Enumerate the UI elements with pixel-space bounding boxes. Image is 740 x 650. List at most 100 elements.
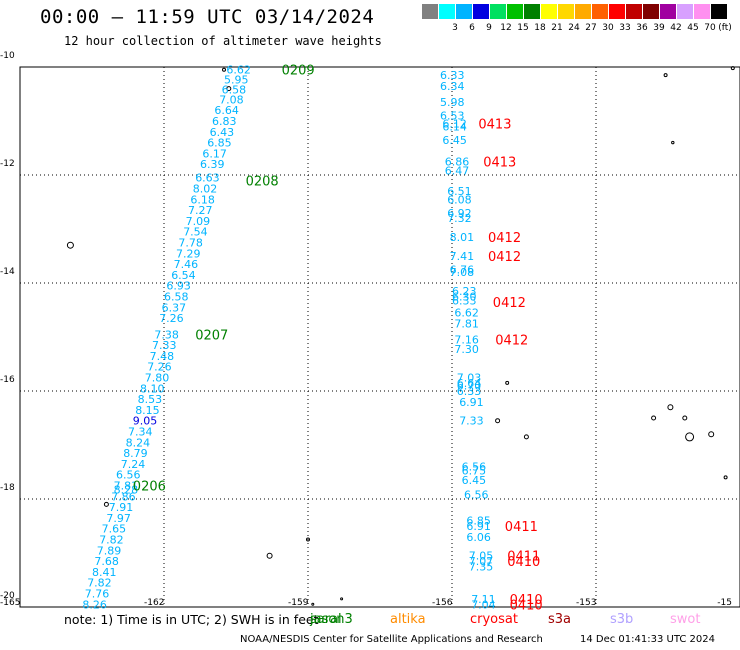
wave-height-value: 7.26 <box>159 312 184 325</box>
legend-label: 21 <box>551 23 563 33</box>
wave-height-value: 7.89 <box>97 544 122 557</box>
wave-height-value: 6.92 <box>447 207 472 220</box>
legend-label: 3 <box>452 23 458 33</box>
wave-height-value: 6.54 <box>171 269 196 282</box>
legend-swatch <box>524 4 540 19</box>
wave-height-value: 7.08 <box>219 93 244 106</box>
legend-swatch <box>490 4 506 19</box>
satellite-name: s3b <box>610 612 634 627</box>
satellite-name: jason3 <box>310 612 353 627</box>
pass-time-label: 0208 <box>246 174 279 189</box>
wave-height-value: 6.56 <box>116 469 141 482</box>
satellite-name: cryosat <box>470 612 518 627</box>
y-tick-label: -20 <box>0 591 15 601</box>
wave-height-value: 6.14 <box>442 120 467 133</box>
wave-height-value: 6.45 <box>462 474 487 487</box>
pass-time-label: 0209 <box>282 64 315 79</box>
island-outline <box>103 501 109 507</box>
island-outline <box>306 537 310 542</box>
legend-label: 42 <box>670 23 682 33</box>
wave-height-value: 7.29 <box>176 247 201 260</box>
wave-height-value: 7.46 <box>174 258 199 271</box>
footnote: note: 1) Time is in UTC; 2) SWH is in fe… <box>64 612 319 627</box>
legend-label: 36 <box>636 23 648 33</box>
island-outline <box>311 602 315 606</box>
wave-height-value: 6.91 <box>459 396 484 409</box>
wave-height-value: 6.12 <box>442 118 467 131</box>
wave-height-value: 7.35 <box>469 561 494 574</box>
legend-swatch <box>592 4 608 19</box>
island-outline <box>708 431 715 438</box>
wave-height-value: 6.75 <box>462 464 487 477</box>
legend-swatch <box>473 4 489 19</box>
wave-height-value: 7.91 <box>109 501 134 514</box>
wave-height-value: 7.03 <box>457 372 482 385</box>
island-outline <box>682 415 688 421</box>
legend-swatch <box>711 4 727 19</box>
wave-height-value: 7.68 <box>94 555 119 568</box>
legend-label: 30 <box>602 23 614 33</box>
wave-height-value: 6.83 <box>212 115 237 128</box>
wave-height-value: 8.02 <box>193 183 218 196</box>
wave-height-value: 7.30 <box>454 343 479 356</box>
y-tick-label: -12 <box>0 159 15 169</box>
legend-swatch <box>541 4 557 19</box>
wave-height-value: 6.34 <box>440 80 465 93</box>
island-outline <box>685 432 695 442</box>
wave-height-value: 8.01 <box>450 231 475 244</box>
wave-height-value: 9.05 <box>133 415 158 428</box>
wave-height-value: 6.85 <box>207 137 232 150</box>
wave-height-value: 6.56 <box>464 489 489 502</box>
legend-label: 12 <box>500 23 512 33</box>
legend-label: 24 <box>568 23 580 33</box>
island-outlines <box>66 66 735 606</box>
wave-height-value: 6.45 <box>442 134 467 147</box>
satellite-name: saral <box>310 612 342 627</box>
wave-height-value: 7.33 <box>459 415 484 428</box>
legend-label: 27 <box>585 23 597 33</box>
pass-time-label: 0410 <box>510 598 543 613</box>
legend-swatch <box>422 4 438 19</box>
x-tick-label: -162 <box>144 598 165 608</box>
wave-height-value: 6.64 <box>214 104 239 117</box>
wave-height-value: 7.09 <box>186 215 211 228</box>
pass-time-label: 0412 <box>493 296 526 311</box>
pass-time-label: 0413 <box>483 156 516 171</box>
wave-height-value: 7.80 <box>145 372 170 385</box>
wave-height-value: 7.97 <box>106 512 130 525</box>
satellite-name: altika <box>390 612 426 627</box>
legend-swatch <box>660 4 676 19</box>
island-outline <box>651 415 657 421</box>
wave-height-value: 7.27 <box>188 204 213 217</box>
legend-label: 18 <box>534 23 546 33</box>
wave-height-value: 6.18 <box>190 193 215 206</box>
pass-time-label: 0410 <box>507 555 540 570</box>
wave-height-value: 8.41 <box>92 566 117 579</box>
pass-time-label: 0411 <box>505 520 538 535</box>
wave-height-value: 8.53 <box>138 393 163 406</box>
wave-height-value: 7.07 <box>469 555 494 568</box>
wave-height-value: 8.24 <box>126 436 151 449</box>
wave-height-value: 6.56 <box>462 461 487 474</box>
wave-height-value: 5.98 <box>440 96 465 109</box>
legend-swatch <box>609 4 625 19</box>
wave-height-value: 8.26 <box>82 598 107 611</box>
pass-time-label: 0206 <box>133 480 166 495</box>
wave-height-value: 6.39 <box>200 158 225 171</box>
x-tick-label: -156 <box>432 598 453 608</box>
map-subtitle: 12 hour collection of altimeter wave hei… <box>64 34 382 48</box>
wave-height-value: 6.70 <box>457 380 482 393</box>
wave-height-value: 6.08 <box>447 193 472 206</box>
satellite-tracks: 6.625.956.587.086.646.836.436.856.176.39… <box>82 64 495 612</box>
wave-height-value: 7.33 <box>152 339 177 352</box>
island-outline <box>226 86 232 92</box>
legend-label: 70 <box>704 23 716 33</box>
legend-label: 15 <box>517 23 529 33</box>
wave-height-value: 6.06 <box>466 531 491 544</box>
wave-height-value: 6.62 <box>454 307 479 320</box>
legend-label: 39 <box>653 23 665 33</box>
x-tick-label: -15 <box>717 598 732 608</box>
wave-height-value: 7.32 <box>447 212 472 225</box>
wave-height-value: 7.08 <box>450 266 475 279</box>
legend-label: 9 <box>486 23 492 33</box>
